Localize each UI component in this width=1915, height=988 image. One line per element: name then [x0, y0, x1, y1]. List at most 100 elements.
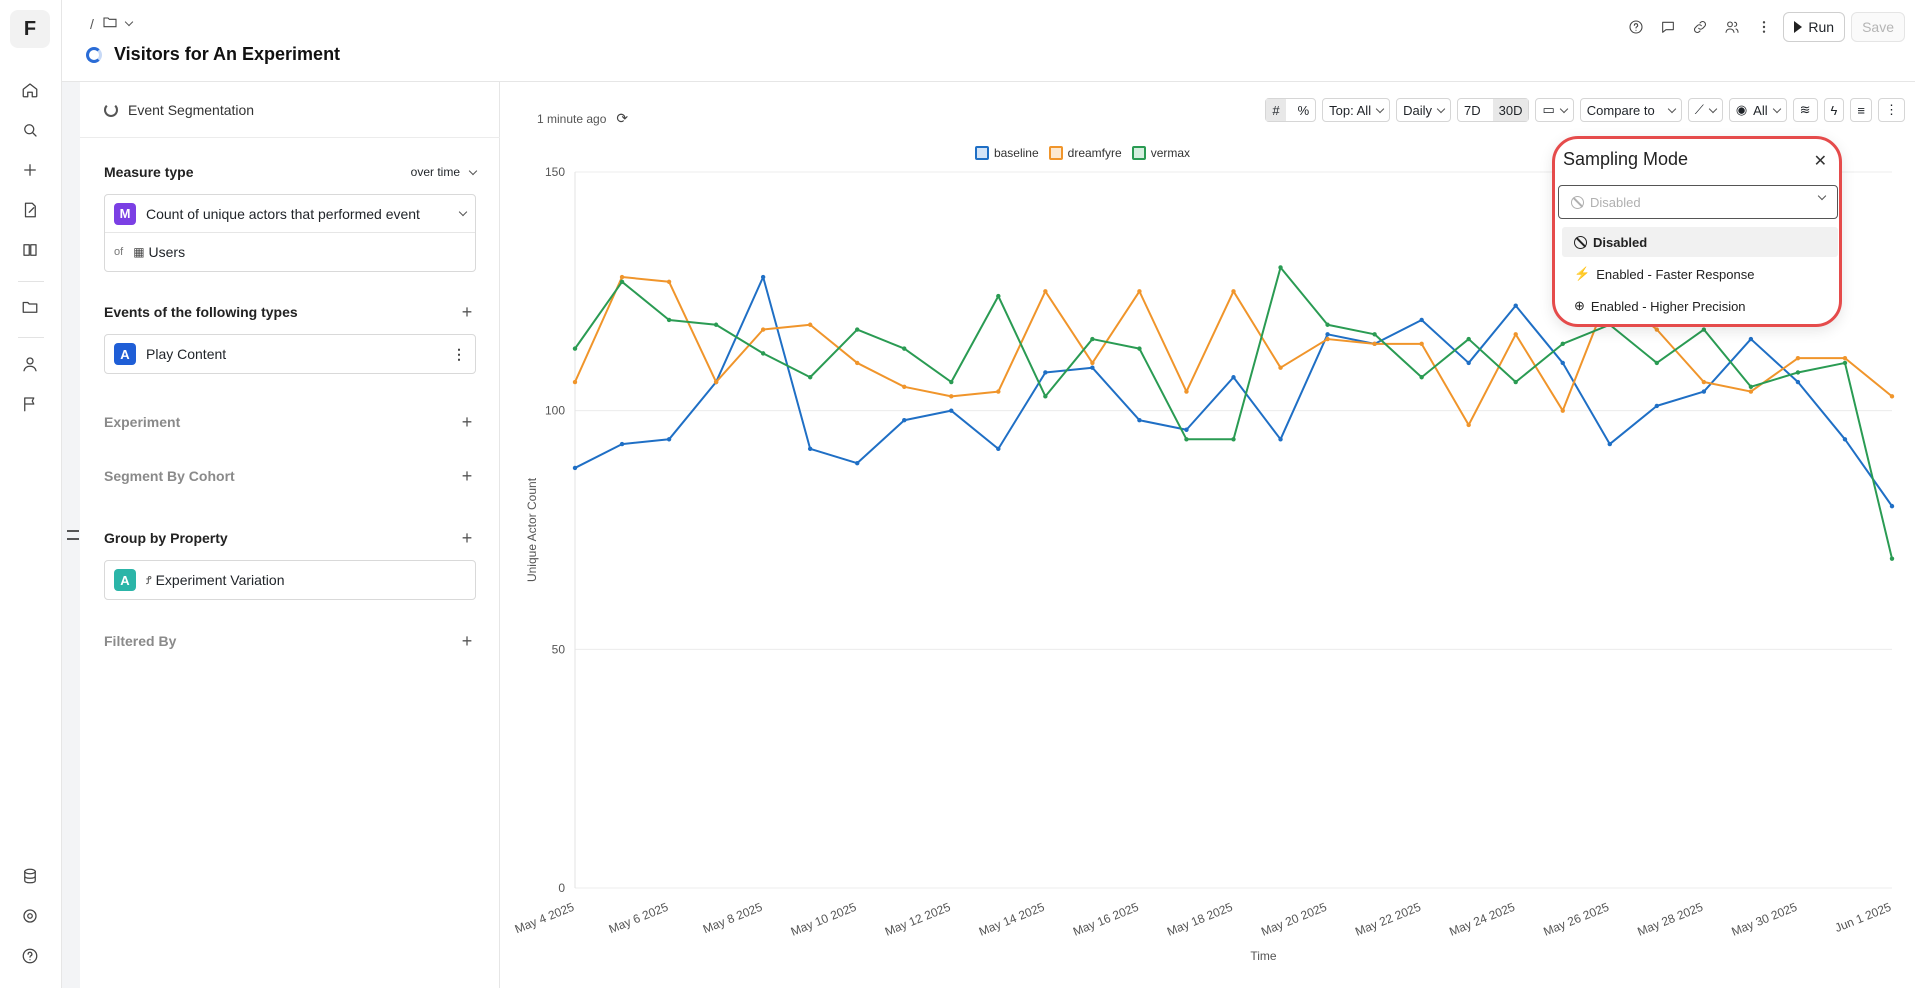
edit-report-icon[interactable] [16, 196, 44, 224]
range-30d[interactable]: 30D [1492, 99, 1529, 121]
list-toggle-icon[interactable] [67, 530, 79, 540]
option-disabled[interactable]: Disabled [1562, 227, 1838, 257]
chart-toolbar: # % Top: All Daily 7D 30D ▭ Compare to ⟋… [1265, 98, 1905, 122]
play-icon [1794, 21, 1803, 33]
data-point-vermax [666, 317, 672, 323]
percent-icon[interactable]: % [1297, 102, 1310, 118]
data-point-baseline [760, 274, 766, 280]
option-faster-response[interactable]: ⚡ Enabled - Faster Response [1562, 259, 1838, 289]
flag-icon[interactable] [16, 390, 44, 418]
add-filter-button[interactable]: + [461, 630, 473, 651]
help-icon[interactable] [1623, 13, 1649, 41]
folder-icon[interactable] [102, 14, 118, 33]
chevron-down-icon[interactable] [124, 17, 134, 27]
compare-dropdown[interactable]: Compare to [1579, 98, 1682, 122]
measure-select[interactable]: M Count of unique actors that performed … [105, 195, 475, 233]
event-menu-icon[interactable]: ⋮ [452, 345, 466, 362]
chart-more-button[interactable]: ⋮ [1878, 98, 1905, 122]
group-value: Experiment Variation [155, 572, 285, 588]
option-higher-precision[interactable]: ⊕ Enabled - Higher Precision [1562, 291, 1838, 321]
sampling-button[interactable]: ϟ [1823, 98, 1845, 122]
run-button[interactable]: Run [1783, 12, 1846, 42]
data-point-dreamfyre [1325, 336, 1330, 342]
legend-item-baseline[interactable]: baseline [974, 146, 1039, 160]
data-point-vermax [1654, 360, 1660, 366]
data-point-vermax [1137, 346, 1142, 351]
data-point-vermax [807, 375, 813, 380]
data-point-vermax [902, 346, 907, 351]
data-point-baseline [1513, 303, 1518, 308]
chart-type-dropdown[interactable]: ⟋ [1687, 98, 1723, 122]
data-point-baseline [1137, 418, 1142, 423]
data-point-dreamfyre [1654, 327, 1660, 332]
database-icon[interactable] [16, 862, 44, 890]
group-by-row[interactable]: A Ꝭ Experiment Variation [104, 560, 476, 600]
search-icon[interactable] [16, 116, 44, 144]
folder-icon[interactable] [16, 293, 44, 321]
visibility-dropdown[interactable]: ◉ All [1728, 98, 1787, 122]
data-point-baseline [1466, 360, 1471, 366]
ban-icon [1574, 235, 1587, 249]
data-point-baseline [1842, 437, 1848, 442]
range-toggle[interactable]: 7D 30D [1457, 98, 1530, 122]
add-segment-button[interactable]: + [461, 465, 473, 486]
home-icon[interactable] [16, 76, 44, 104]
filter-lines-button[interactable]: ≡ [1850, 98, 1872, 122]
comment-icon[interactable] [1655, 13, 1681, 41]
users-entity[interactable]: of ▦ Users [105, 233, 475, 271]
more-menu-icon[interactable] [1751, 13, 1777, 41]
panel-gutter [62, 82, 80, 988]
add-group-button[interactable]: + [461, 527, 473, 548]
help-icon[interactable] [16, 942, 44, 970]
save-button[interactable]: Save [1851, 12, 1905, 42]
y-axis-title: Unique Actor Count [525, 477, 539, 582]
segmentation-icon [86, 46, 102, 63]
interval-dropdown[interactable]: Daily [1396, 98, 1451, 122]
experiment-label: Experiment [104, 414, 181, 430]
rail-divider [18, 337, 44, 338]
data-point-vermax [619, 279, 625, 284]
refresh-icon[interactable]: ⟳ [616, 110, 629, 126]
user-icon[interactable] [16, 350, 44, 378]
link-icon[interactable] [1687, 13, 1713, 41]
line-chart: 0 50 100 150 May 4 2025 May 6 2025 May 8 2025 M… [513, 165, 1895, 963]
data-point-vermax [1419, 375, 1424, 380]
share-users-icon[interactable] [1719, 13, 1745, 41]
top-dropdown[interactable]: Top: All [1322, 98, 1391, 122]
y-tick-label: 150 [545, 165, 565, 179]
data-point-dreamfyre [1090, 360, 1095, 366]
eye-icon: ◉ [1735, 102, 1748, 117]
range-7d[interactable]: 7D [1464, 102, 1481, 118]
add-event-button[interactable]: + [461, 301, 473, 322]
legend-item-dreamfyre[interactable]: dreamfyre [1048, 146, 1122, 160]
add-experiment-button[interactable]: + [461, 411, 473, 432]
data-point-dreamfyre [1231, 289, 1236, 294]
calendar-dropdown[interactable]: ▭ [1535, 98, 1574, 122]
book-icon[interactable] [16, 236, 44, 264]
settings-sliders-button[interactable]: ≋ [1792, 98, 1818, 122]
event-name: Play Content [146, 346, 227, 362]
last-updated: 1 minute ago ⟳ [537, 110, 628, 127]
legend-item-vermax[interactable]: vermax [1131, 146, 1190, 160]
option-label: Enabled - Higher Precision [1590, 298, 1746, 314]
data-point-vermax [760, 351, 766, 356]
data-point-dreamfyre [855, 360, 860, 366]
event-row[interactable]: A Play Content ⋮ [104, 334, 476, 374]
close-icon[interactable]: ✕ [1813, 153, 1827, 170]
number-format-toggle[interactable]: # % [1265, 98, 1317, 122]
measure-type-dropdown[interactable]: over time [411, 165, 478, 179]
data-point-baseline [572, 465, 578, 471]
data-point-dreamfyre [1184, 389, 1189, 394]
page-title[interactable]: Visitors for An Experiment [114, 44, 341, 64]
data-point-vermax [1090, 336, 1095, 342]
data-point-dreamfyre [1043, 289, 1048, 294]
data-point-dreamfyre [1137, 289, 1142, 294]
plus-icon[interactable] [16, 156, 44, 184]
group-badge: A [114, 569, 136, 591]
x-tick-label: May 30 2025 [1729, 900, 1799, 939]
gear-icon[interactable] [16, 902, 44, 930]
sampling-mode-select[interactable]: Disabled [1558, 185, 1838, 219]
chevron-down-icon [1817, 191, 1827, 201]
number-icon[interactable]: # [1266, 99, 1286, 121]
app-logo[interactable]: F [10, 10, 50, 48]
